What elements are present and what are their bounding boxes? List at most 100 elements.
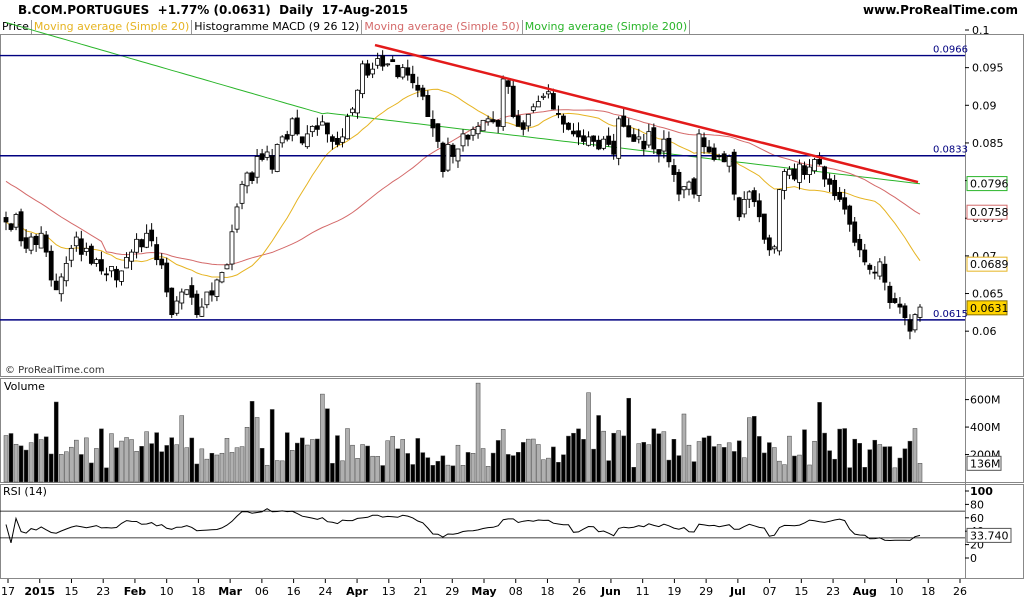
volume-bar[interactable]: [475, 382, 481, 483]
volume-bar[interactable]: [53, 401, 59, 483]
candle-body[interactable]: [837, 192, 843, 200]
candle-body[interactable]: [782, 171, 787, 191]
volume-bar[interactable]: [99, 428, 104, 483]
candle-body[interactable]: [124, 256, 129, 269]
volume-bar[interactable]: [631, 467, 636, 483]
volume-bar[interactable]: [229, 452, 235, 483]
volume-bar[interactable]: [58, 454, 64, 483]
legend-macd[interactable]: Histogramme MACD (9 26 12): [192, 20, 363, 34]
volume-bar[interactable]: [84, 437, 89, 483]
candle-body[interactable]: [149, 229, 155, 242]
volume-bar[interactable]: [259, 448, 265, 483]
candle-body[interactable]: [73, 236, 79, 247]
volume-bar[interactable]: [601, 430, 606, 483]
candle-body[interactable]: [561, 115, 566, 125]
candle-body[interactable]: [485, 118, 491, 123]
candle-body[interactable]: [455, 148, 461, 162]
candle-body[interactable]: [209, 290, 215, 296]
volume-bar[interactable]: [681, 413, 687, 483]
candle-body[interactable]: [892, 298, 898, 303]
volume-bar[interactable]: [897, 457, 903, 483]
volume-bar[interactable]: [43, 436, 49, 483]
candle-body[interactable]: [887, 285, 893, 303]
volume-bar[interactable]: [244, 427, 250, 483]
candle-body[interactable]: [355, 89, 360, 114]
volume-bar[interactable]: [300, 437, 305, 483]
candle-body[interactable]: [420, 87, 426, 97]
volume-bar[interactable]: [596, 415, 601, 483]
candle-body[interactable]: [706, 146, 712, 153]
volume-bar[interactable]: [355, 458, 360, 483]
candle-body[interactable]: [385, 63, 391, 66]
candle-body[interactable]: [119, 270, 124, 282]
volume-bar[interactable]: [792, 455, 797, 483]
candle-body[interactable]: [566, 122, 571, 130]
candle-body[interactable]: [686, 181, 692, 190]
volume-bar[interactable]: [315, 438, 320, 483]
volume-bar[interactable]: [274, 460, 280, 483]
candle-body[interactable]: [33, 235, 39, 245]
volume-bar[interactable]: [656, 433, 662, 483]
candle-body[interactable]: [581, 135, 586, 142]
volume-bar[interactable]: [741, 457, 747, 483]
candle-body[interactable]: [651, 127, 657, 150]
volume-bar[interactable]: [571, 432, 576, 483]
volume-bar[interactable]: [842, 428, 847, 483]
candle-body[interactable]: [847, 205, 853, 225]
volume-bar[interactable]: [551, 446, 556, 483]
volume-bar[interactable]: [907, 440, 913, 483]
candle-body[interactable]: [430, 118, 436, 129]
volume-bar[interactable]: [852, 438, 857, 483]
candle-body[interactable]: [495, 120, 501, 127]
volume-bar[interactable]: [360, 444, 365, 483]
candle-body[interactable]: [606, 135, 612, 145]
candle-body[interactable]: [591, 135, 596, 142]
candle-body[interactable]: [93, 259, 99, 264]
volume-bar[interactable]: [757, 436, 762, 483]
candle-body[interactable]: [48, 250, 54, 281]
volume-bar[interactable]: [576, 428, 581, 483]
candle-body[interactable]: [716, 155, 722, 158]
candle-body[interactable]: [872, 271, 878, 274]
candle-body[interactable]: [631, 134, 637, 142]
volume-bar[interactable]: [731, 451, 737, 483]
legend-sma-20[interactable]: Moving average (Simple 20): [31, 20, 193, 34]
candle-body[interactable]: [751, 190, 757, 203]
volume-bar[interactable]: [696, 441, 702, 483]
candle-body[interactable]: [38, 232, 44, 249]
volume-bar[interactable]: [23, 449, 29, 483]
candle-body[interactable]: [279, 136, 285, 144]
volume-bar[interactable]: [224, 438, 230, 483]
candle-body[interactable]: [736, 197, 742, 218]
candle-body[interactable]: [114, 268, 119, 281]
candle-body[interactable]: [294, 117, 300, 135]
candle-body[interactable]: [229, 231, 235, 265]
volume-bar[interactable]: [114, 447, 119, 483]
volume-bar[interactable]: [209, 452, 215, 483]
candle-body[interactable]: [761, 213, 767, 240]
volume-bar[interactable]: [48, 453, 54, 483]
volume-bar[interactable]: [3, 435, 9, 483]
volume-bar[interactable]: [470, 453, 476, 483]
candle-body[interactable]: [465, 134, 471, 140]
candle-body[interactable]: [450, 144, 456, 157]
volume-bar[interactable]: [887, 446, 893, 483]
candle-body[interactable]: [23, 237, 29, 249]
candle-body[interactable]: [435, 123, 441, 142]
candle-body[interactable]: [204, 291, 210, 306]
volume-bar[interactable]: [641, 442, 647, 483]
candle-body[interactable]: [345, 116, 350, 140]
volume-bar[interactable]: [335, 435, 340, 483]
candle-body[interactable]: [746, 191, 752, 200]
volume-bar[interactable]: [124, 437, 129, 483]
volume-bar[interactable]: [430, 465, 436, 483]
candle-body[interactable]: [335, 137, 340, 145]
rsi-panel[interactable]: 02040608010033.740: [0, 485, 1012, 565]
volume-bar[interactable]: [767, 442, 772, 483]
volume-bar[interactable]: [28, 442, 34, 483]
volume-bar[interactable]: [882, 446, 888, 483]
candle-body[interactable]: [731, 151, 737, 195]
volume-bar[interactable]: [204, 458, 210, 483]
volume-bar[interactable]: [415, 438, 421, 483]
